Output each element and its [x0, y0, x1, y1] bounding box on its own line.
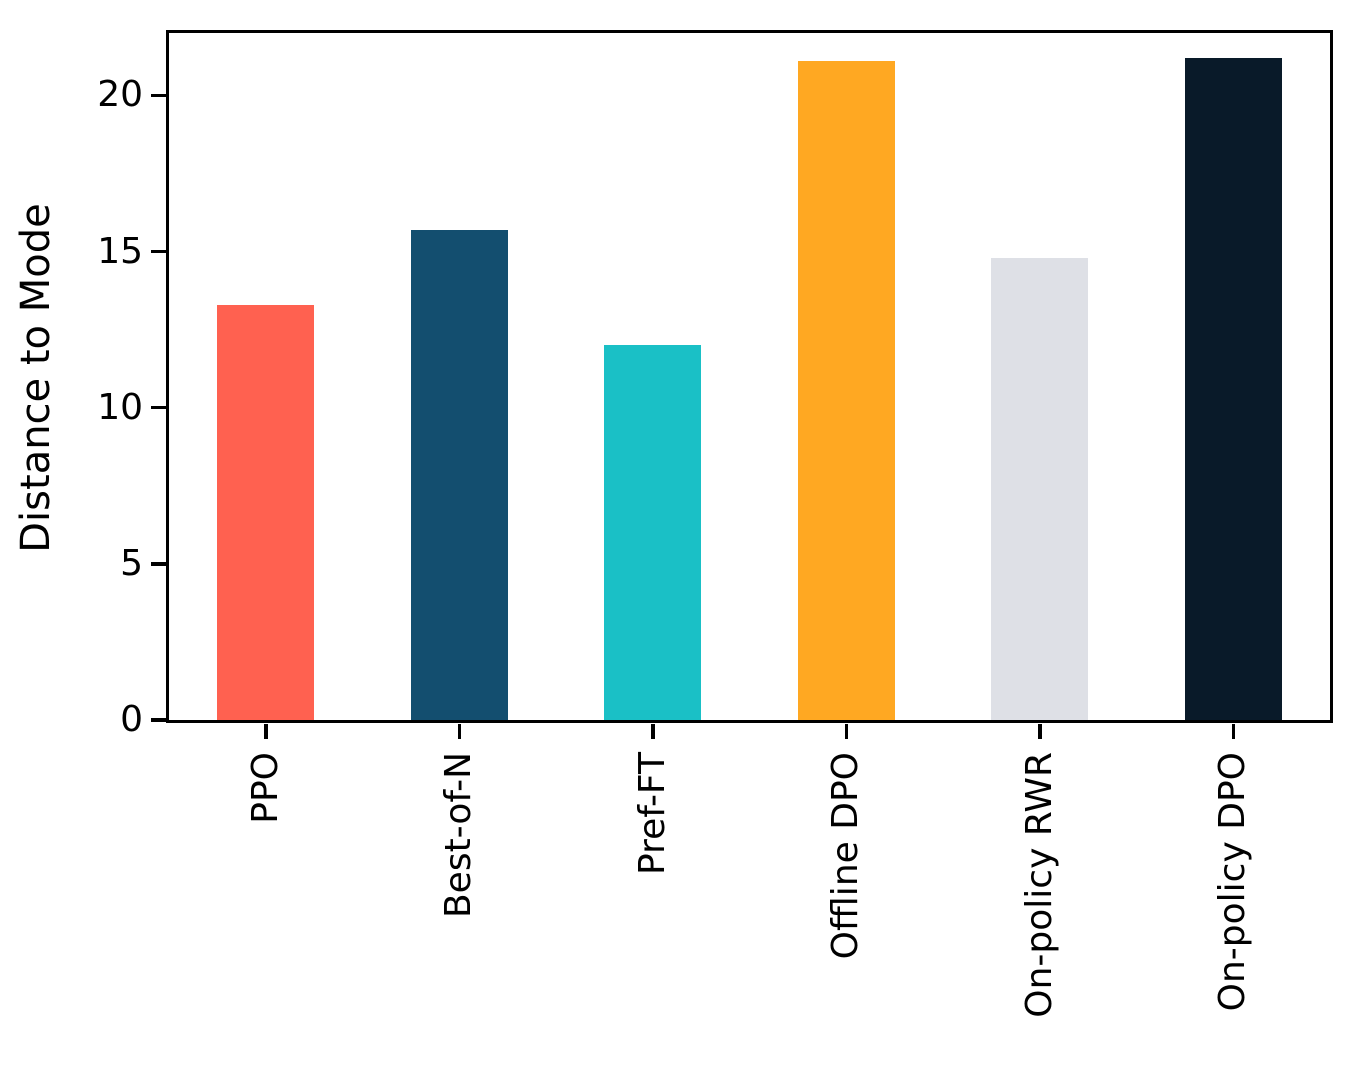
bar-best-of-n: [410, 229, 508, 720]
y-tick-mark: [150, 718, 166, 722]
y-tick-label: 20: [97, 74, 143, 116]
y-tick-label: 5: [120, 542, 143, 584]
y-tick-mark: [150, 405, 166, 410]
x-tick-label-pref-ft: Pref-FT: [631, 752, 673, 875]
y-tick-label: 10: [97, 386, 143, 428]
x-tick-label-on-policy-rwr: On-policy RWR: [1018, 752, 1060, 1018]
bar-on-policy-rwr: [991, 257, 1089, 720]
plot-area: 0 5 10 15 20 PPO Best-of-N Pref-FT Offline DPO On…: [97, 30, 1333, 1018]
y-tick-mark: [150, 249, 166, 254]
x-tick-mark: [1038, 723, 1042, 739]
x-tick-label-ppo: PPO: [244, 752, 286, 824]
y-tick-mark: [150, 562, 166, 566]
x-tick-mark: [844, 723, 848, 739]
x-tick-label-offline-dpo: Offline DPO: [825, 752, 867, 960]
bar-pref-ft: [604, 345, 702, 720]
bar-offline-dpo: [797, 61, 895, 720]
y-tick-mark: [150, 93, 166, 98]
x-tick-mark: [1231, 723, 1235, 739]
y-axis-label: Distance to Mode: [13, 203, 59, 553]
x-tick-label-on-policy-dpo: On-policy DPO: [1212, 752, 1254, 1012]
x-tick-mark: [457, 723, 461, 739]
y-tick-label: 15: [97, 230, 143, 272]
bar-ppo: [217, 304, 315, 720]
x-tick-mark: [651, 723, 655, 739]
x-tick-mark: [264, 723, 268, 739]
y-tick-label: 0: [120, 699, 143, 740]
bar-on-policy-dpo: [1184, 57, 1282, 720]
x-tick-label-best-of-n: Best-of-N: [438, 752, 480, 919]
